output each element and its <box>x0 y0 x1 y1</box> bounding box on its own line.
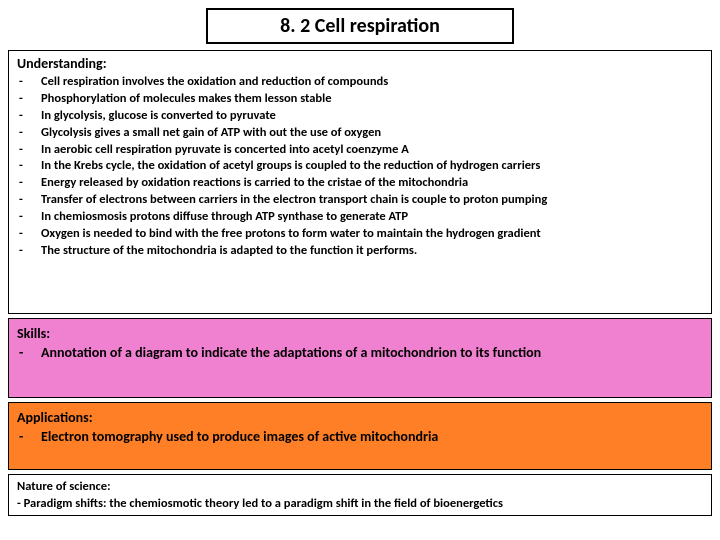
list-item: -Electron tomography used to produce ima… <box>17 428 703 447</box>
bullet-icon: - <box>17 175 41 192</box>
list-item: -Cell respiration involves the oxidation… <box>17 74 703 91</box>
page-title: 8. 2 Cell respiration <box>280 14 440 38</box>
list-item: -In glycolysis, glucose is converted to … <box>17 108 703 125</box>
list-item: -The structure of the mitochondria is ad… <box>17 243 703 260</box>
item-text: Annotation of a diagram to indicate the … <box>41 344 703 363</box>
bullet-icon: - <box>17 142 41 159</box>
skills-section: Skills: -Annotation of a diagram to indi… <box>8 318 712 398</box>
bullet-icon: - <box>17 74 41 91</box>
list-item: -Energy released by oxidation reactions … <box>17 175 703 192</box>
bullet-icon: - <box>17 125 41 142</box>
applications-heading: Applications: <box>17 409 703 426</box>
item-text: Phosphorylation of molecules makes them … <box>41 91 703 108</box>
item-text: Glycolysis gives a small net gain of ATP… <box>41 125 703 142</box>
nos-text: - Paradigm shifts: the chemiosmotic theo… <box>17 496 703 511</box>
title-box: 8. 2 Cell respiration <box>206 8 514 44</box>
understanding-heading: Understanding: <box>17 55 703 72</box>
bullet-icon: - <box>17 243 41 260</box>
list-item: -Phosphorylation of molecules makes them… <box>17 91 703 108</box>
item-text: Energy released by oxidation reactions i… <box>41 175 703 192</box>
bullet-icon: - <box>17 192 41 209</box>
list-item: -Transfer of electrons between carriers … <box>17 192 703 209</box>
item-text: Transfer of electrons between carriers i… <box>41 192 703 209</box>
item-text: Electron tomography used to produce imag… <box>41 428 703 447</box>
bullet-icon: - <box>17 108 41 125</box>
list-item: -Oxygen is needed to bind with the free … <box>17 226 703 243</box>
bullet-icon: - <box>17 226 41 243</box>
item-text: The structure of the mitochondria is ada… <box>41 243 703 260</box>
bullet-icon: - <box>17 209 41 226</box>
item-text: In aerobic cell respiration pyruvate is … <box>41 142 703 159</box>
item-text: In glycolysis, glucose is converted to p… <box>41 108 703 125</box>
list-item: -In the Krebs cycle, the oxidation of ac… <box>17 158 703 175</box>
list-item: -In aerobic cell respiration pyruvate is… <box>17 142 703 159</box>
nos-heading: Nature of science: <box>17 479 703 494</box>
list-item: -Annotation of a diagram to indicate the… <box>17 344 703 363</box>
list-item: -Glycolysis gives a small net gain of AT… <box>17 125 703 142</box>
skills-heading: Skills: <box>17 325 703 342</box>
item-text: Oxygen is needed to bind with the free p… <box>41 226 703 243</box>
applications-section: Applications: -Electron tomography used … <box>8 402 712 470</box>
item-text: Cell respiration involves the oxidation … <box>41 74 703 91</box>
nature-of-science-section: Nature of science: - Paradigm shifts: th… <box>8 474 712 516</box>
bullet-icon: - <box>17 428 41 447</box>
item-text: In the Krebs cycle, the oxidation of ace… <box>41 158 703 175</box>
item-text: In chemiosmosis protons diffuse through … <box>41 209 703 226</box>
bullet-icon: - <box>17 158 41 175</box>
understanding-section: Understanding: -Cell respiration involve… <box>8 50 712 314</box>
bullet-icon: - <box>17 344 41 363</box>
bullet-icon: - <box>17 91 41 108</box>
list-item: -In chemiosmosis protons diffuse through… <box>17 209 703 226</box>
